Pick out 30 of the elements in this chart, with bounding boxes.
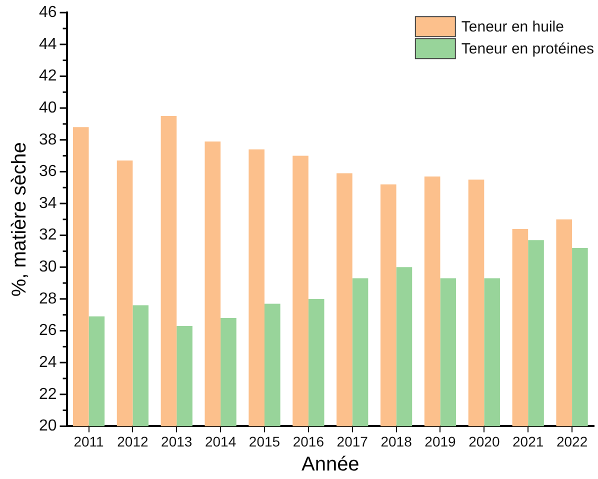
x-tick-label: 2017 bbox=[336, 433, 368, 450]
x-tick-label: 2014 bbox=[204, 433, 236, 450]
y-tick-label: 22 bbox=[39, 386, 57, 403]
y-tick-label: 24 bbox=[39, 354, 57, 371]
x-tick-label: 2012 bbox=[117, 433, 148, 450]
x-axis-title: Année bbox=[301, 454, 360, 476]
y-tick-label: 20 bbox=[39, 418, 57, 435]
y-axis-title: %, matière sèche bbox=[8, 142, 31, 297]
x-tick-label: 2011 bbox=[74, 433, 104, 450]
y-tick-label: 34 bbox=[39, 194, 57, 212]
legend-label: Teneur en huile bbox=[461, 18, 564, 36]
x-tick-label: 2019 bbox=[424, 433, 456, 450]
y-tick-label: 28 bbox=[39, 290, 57, 308]
y-tick-label: 38 bbox=[39, 131, 57, 148]
x-tick-label: 2016 bbox=[292, 433, 324, 450]
x-tick-label: 2020 bbox=[468, 433, 500, 450]
legend-label: Teneur en protéines bbox=[461, 40, 594, 58]
y-tick-label: 40 bbox=[39, 99, 57, 116]
x-tick-label: 2021 bbox=[512, 433, 544, 450]
x-tick-label: 2022 bbox=[556, 433, 588, 450]
x-tick-label: 2018 bbox=[380, 433, 412, 450]
y-tick-label: 32 bbox=[39, 226, 57, 244]
x-tick-label: 2015 bbox=[248, 433, 280, 450]
y-tick-label: 30 bbox=[39, 258, 57, 276]
y-tick-label: 46 bbox=[39, 4, 57, 22]
y-tick-label: 42 bbox=[39, 68, 57, 85]
y-tick-label: 36 bbox=[39, 163, 57, 180]
x-tick-label: 2013 bbox=[161, 433, 192, 450]
y-tick-label: 44 bbox=[39, 36, 57, 53]
y-tick-label: 26 bbox=[39, 322, 57, 340]
